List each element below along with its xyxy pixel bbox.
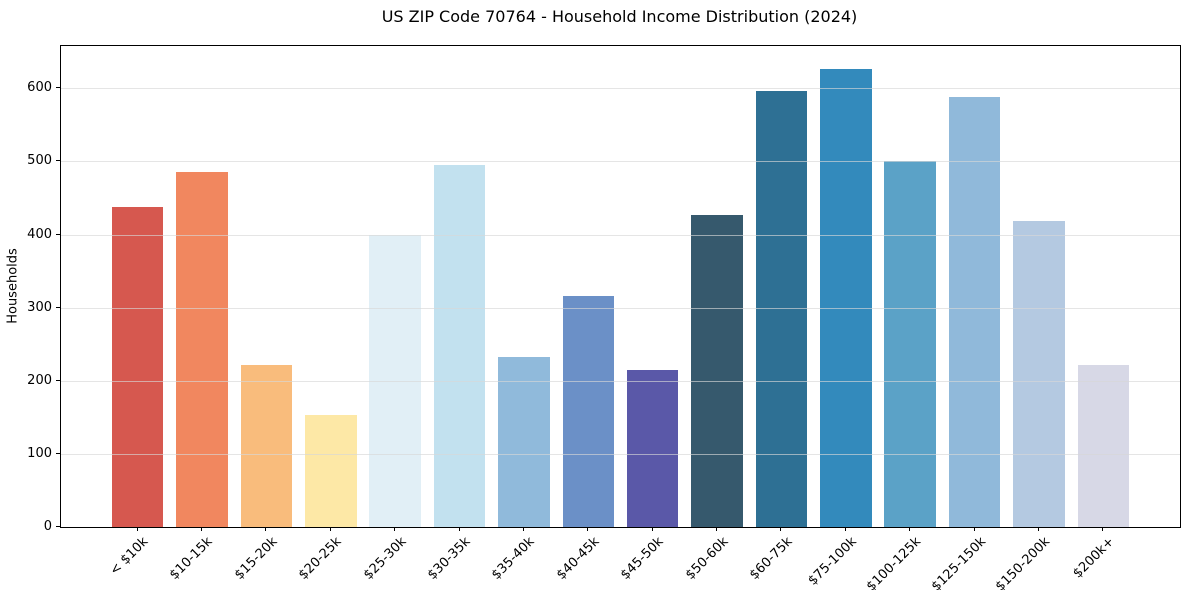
gridline-100 [61, 453, 1180, 455]
x-tick-150-200k [1037, 527, 1039, 531]
chart-title: US ZIP Code 70764 - Household Income Dis… [381, 7, 858, 26]
bar-45-50k [626, 369, 679, 527]
y-tick-600 [56, 87, 60, 89]
gridline-600 [61, 88, 1180, 90]
bar-150-200k [1013, 220, 1065, 527]
bar-60-75k [755, 91, 808, 527]
x-tick-label-20-25k: $20-25k [296, 534, 345, 583]
gridline-500 [61, 161, 1180, 163]
x-tick-label-150-200k: $150-200k [992, 534, 1053, 590]
y-tick-0 [56, 526, 60, 527]
x-tick-label-25-30k: $25-30k [360, 534, 410, 583]
x-tick-20-25k [329, 527, 331, 531]
gridline-200 [61, 380, 1180, 382]
bar-100-125k [884, 161, 936, 527]
x-tick-label-10k: < $10k [107, 534, 152, 579]
x-tick-label-45-50k: $45-50k [618, 534, 667, 583]
x-tick-label-40-45k: $40-45k [553, 534, 603, 583]
bar-20-25k [305, 415, 357, 527]
bar-35-40k [498, 357, 550, 527]
x-tick-label-30-35k: $30-35k [424, 534, 474, 583]
x-tick-label-125-150k: $125-150k [928, 534, 989, 590]
bar-30-35k [433, 165, 486, 527]
x-tick-30-35k [458, 527, 460, 531]
y-tick-100 [56, 452, 60, 454]
y-tick-label-100: 100 [27, 445, 52, 461]
x-tick-200k [1102, 527, 1104, 531]
bar-10k [111, 206, 164, 527]
y-tick-500 [56, 160, 60, 162]
x-tick-35-40k [522, 527, 524, 531]
x-tick-label-15-20k: $15-20k [231, 534, 281, 583]
x-tick-125-150k [973, 527, 975, 531]
bar-125-150k [948, 97, 1001, 527]
y-tick-label-500: 500 [27, 153, 52, 169]
x-tick-15-20k [265, 527, 267, 531]
x-tick-100-125k [909, 527, 911, 531]
y-tick-200 [56, 379, 60, 381]
gridline-400 [61, 234, 1180, 236]
bar-200k [1077, 364, 1130, 527]
x-tick-75-100k [844, 527, 846, 531]
gridline-300 [61, 307, 1180, 309]
x-tick-label-35-40k: $35-40k [489, 534, 538, 583]
plot-area [60, 45, 1181, 528]
x-tick-40-45k [587, 527, 589, 531]
x-tick-label-10-15k: $10-15k [167, 534, 216, 583]
x-tick-label-50-60k: $50-60k [682, 534, 731, 583]
bar-10-15k [176, 171, 228, 527]
x-tick-10-15k [201, 527, 202, 531]
x-tick-label-100-125k: $100-125k [863, 534, 925, 590]
x-tick-60-75k [780, 527, 782, 531]
y-tick-label-0: 0 [43, 519, 52, 534]
y-tick-label-300: 300 [27, 299, 52, 315]
x-tick-25-30k [394, 527, 396, 531]
bar-50-60k [691, 214, 743, 527]
x-tick-label-60-75k: $60-75k [746, 534, 796, 583]
x-tick-45-50k [651, 527, 653, 531]
y-tick-label-400: 400 [27, 226, 52, 242]
bar-75-100k [820, 68, 872, 527]
bar-40-45k [562, 296, 615, 527]
x-tick-label-200k: $200k+ [1070, 534, 1118, 582]
x-tick-label-75-100k: $75-100k [805, 534, 860, 589]
bar-15-20k [240, 365, 293, 527]
y-tick-label-600: 600 [27, 80, 52, 96]
y-tick-300 [56, 306, 60, 308]
x-tick-10k [136, 527, 138, 531]
x-tick-50-60k [716, 527, 718, 531]
y-tick-400 [56, 233, 60, 235]
y-tick-label-200: 200 [27, 372, 52, 388]
bar-25-30k [369, 234, 421, 527]
